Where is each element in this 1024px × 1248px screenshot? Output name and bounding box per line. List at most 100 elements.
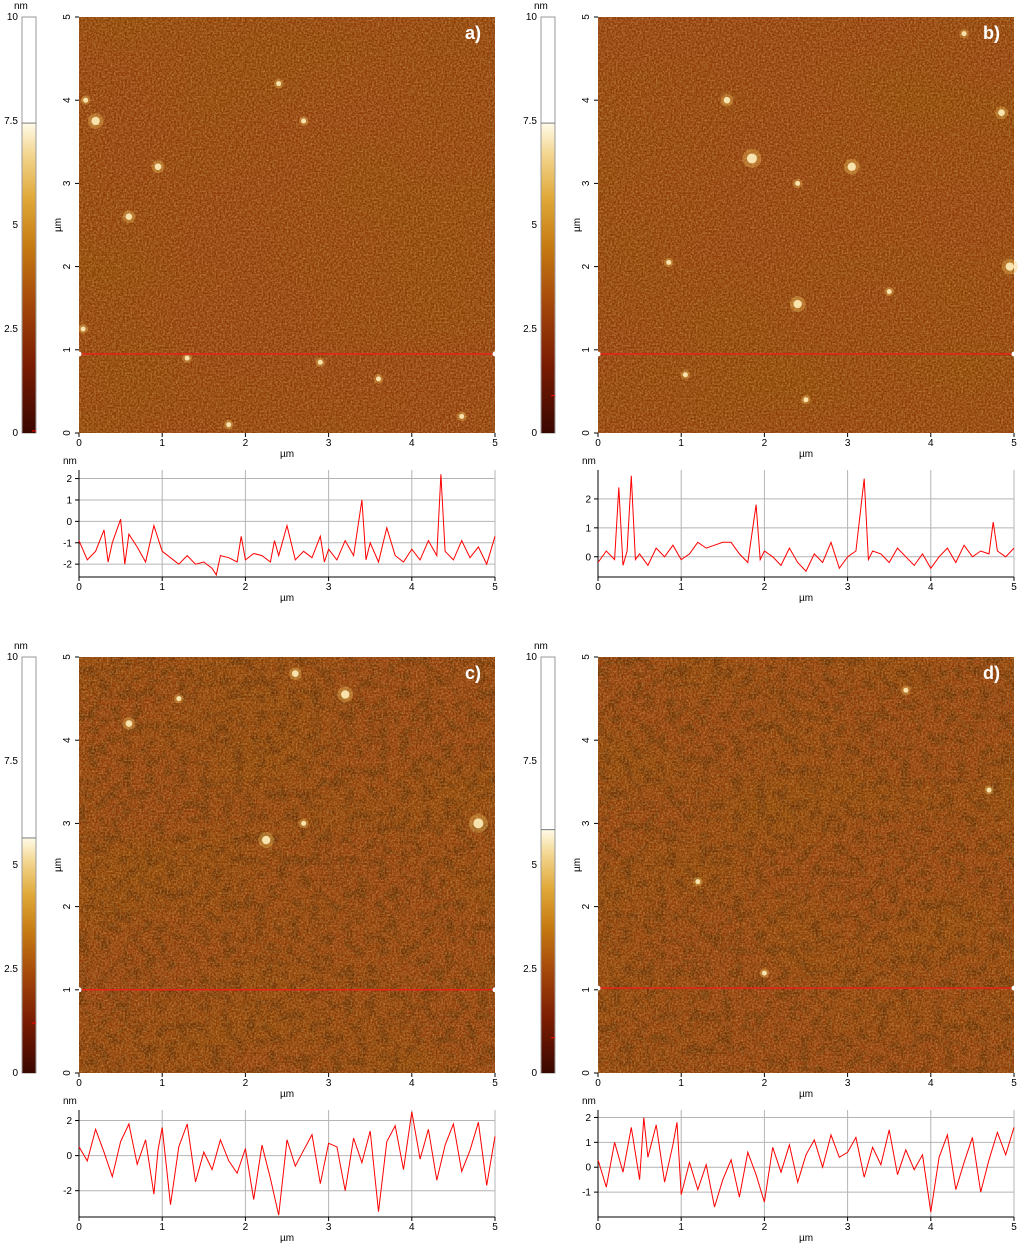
image-y-tick-label: 3	[581, 820, 592, 826]
profile-x-tick-label: 4	[928, 582, 934, 593]
image-y-tick-label: 2	[581, 263, 592, 269]
surface-particle-halo	[789, 296, 806, 312]
surface-particle-halo	[258, 832, 275, 848]
surface-particle	[262, 835, 271, 845]
scan-line-end-marker	[1011, 985, 1017, 991]
colorbar-tick-label: 0	[12, 1068, 18, 1079]
colorbar-tick-label: 7.5	[4, 116, 18, 127]
profile-x-tick-label: 1	[159, 1222, 165, 1233]
image-x-tick-label: 0	[76, 1078, 82, 1089]
image-x-tick-label: 3	[326, 1078, 332, 1089]
surface-particle	[125, 213, 133, 221]
image-x-tick-label: 5	[1011, 438, 1017, 449]
surface-particle-halo	[792, 178, 803, 189]
colorbar-unit: nm	[14, 641, 28, 652]
image-y-tick-label: 1	[62, 347, 73, 353]
surface-particle	[301, 118, 307, 124]
surface-particle	[154, 163, 162, 171]
surface-particle	[795, 180, 801, 186]
surface-particle-halo	[315, 357, 326, 368]
profile-series-line	[597, 475, 1015, 573]
profile-x-axis-label: µm	[280, 1233, 294, 1244]
image-x-tick-label: 3	[845, 438, 851, 449]
surface-particle	[291, 670, 299, 677]
profile-x-tick-label: 1	[678, 1222, 684, 1233]
image-x-tick-label: 4	[928, 438, 934, 449]
profile-x-tick-label: 5	[1011, 582, 1017, 593]
surface-particle	[276, 81, 282, 87]
surface-particle-halo	[122, 210, 136, 224]
surface-particle-halo	[78, 324, 88, 334]
image-x-tick-label: 1	[678, 438, 684, 449]
profile-y-tick-label: 2	[585, 1113, 591, 1124]
profile-series-line	[597, 1117, 1015, 1213]
surface-particle-halo	[182, 353, 192, 363]
image-y-tick-label: 4	[62, 737, 73, 743]
profile-y-tick-label: 0	[585, 1163, 591, 1174]
image-y-tick-label: 3	[62, 820, 73, 826]
image-y-tick-label: 4	[581, 737, 592, 743]
profile-x-tick-label: 3	[845, 582, 851, 593]
colorbar-tick-label: 0	[531, 428, 537, 439]
profile-y-axis-label: nm	[63, 456, 77, 467]
colorbar-gradient	[22, 837, 36, 1073]
profile-y-tick-label: -2	[63, 560, 72, 571]
profile-y-tick-label: 1	[66, 495, 72, 506]
profile-series-line	[78, 1111, 496, 1216]
surface-particle	[761, 970, 767, 976]
surface-particle-halo	[456, 411, 467, 422]
panel-b: nm 0 2.5 5 7.5 10 b) 0 1 2 3 4 5 µm 0 1 2 3 4 5 µm 0 1 2 3 4 5 0 1 2 n…	[523, 1, 1018, 604]
colorbar-tick-label: 7.5	[523, 756, 537, 767]
colorbar-tick-label: 2.5	[4, 964, 18, 975]
surface-particle	[184, 355, 190, 361]
panel-label: a)	[465, 23, 481, 43]
scan-line-start-marker	[76, 351, 82, 357]
surface-particle-halo	[122, 717, 136, 730]
panel-c: nm 0 2.5 5 7.5 10 c) 0 1 2 3 4 5 µm 0 1 2 3 4 5 µm 0 1 2 3 4 5 -2 0 2…	[4, 641, 498, 1244]
profile-x-tick-label: 4	[928, 1222, 934, 1233]
profile-plot-area	[598, 1110, 1014, 1217]
profile-plot-area	[79, 470, 495, 577]
profile-y-tick-label: 2	[66, 474, 72, 485]
profile-x-tick-label: 4	[409, 1222, 415, 1233]
surface-particle	[961, 31, 967, 37]
surface-particle-halo	[468, 813, 488, 833]
profile-y-tick-label: 2	[585, 494, 591, 505]
surface-particle-halo	[1001, 258, 1018, 275]
surface-particle	[886, 289, 892, 295]
image-x-tick-label: 1	[678, 1078, 684, 1089]
surface-particle	[176, 696, 182, 702]
profile-y-tick-label: -1	[63, 538, 72, 549]
colorbar-tick-label: 7.5	[4, 756, 18, 767]
image-y-tick-label: 2	[581, 903, 592, 909]
colorbar-tick-label: 10	[526, 652, 538, 663]
surface-particle-halo	[801, 394, 811, 405]
surface-particle-halo	[742, 148, 762, 168]
colorbar-gradient	[541, 829, 555, 1073]
image-x-tick-label: 4	[409, 1078, 415, 1089]
profile-x-tick-label: 0	[595, 1222, 601, 1233]
surface-particle	[83, 97, 89, 103]
colorbar-tick-label: 5	[531, 860, 537, 871]
image-y-tick-label: 2	[62, 903, 73, 909]
surface-particle-halo	[663, 257, 674, 268]
colorbar-tick-label: 5	[12, 860, 18, 871]
panel-label: c)	[465, 663, 481, 683]
image-y-tick-label: 3	[62, 180, 73, 186]
colorbar-tick-label: 10	[526, 12, 538, 23]
profile-x-tick-label: 2	[243, 582, 249, 593]
surface-particle-halo	[984, 785, 994, 795]
surface-particle	[746, 153, 757, 164]
profile-x-tick-label: 0	[76, 1222, 82, 1233]
profile-x-tick-label: 1	[678, 582, 684, 593]
profile-y-tick-label: -1	[582, 1188, 591, 1199]
profile-x-tick-label: 4	[409, 582, 415, 593]
image-x-axis-label: µm	[280, 1089, 294, 1100]
surface-particle	[847, 162, 856, 171]
profile-y-tick-label: 0	[66, 1151, 72, 1162]
colorbar-gradient	[22, 123, 36, 433]
afm-image-grain	[79, 17, 495, 433]
surface-particle-halo	[298, 116, 309, 126]
profile-x-axis-label: µm	[799, 1233, 813, 1244]
